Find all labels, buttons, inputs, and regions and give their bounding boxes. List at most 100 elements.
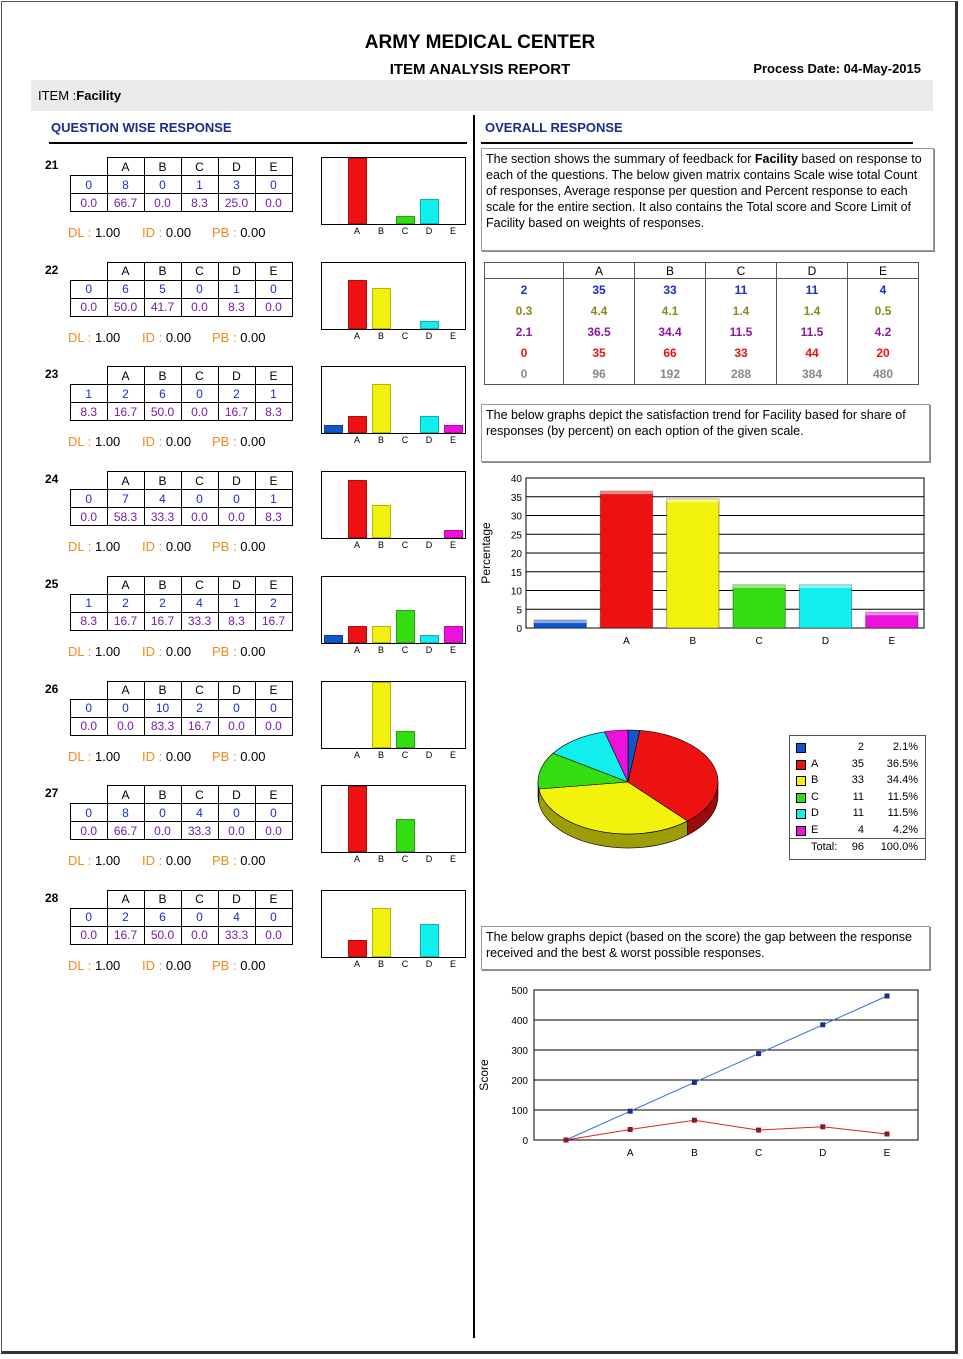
option-count: 0 (180, 489, 219, 509)
dl-stat: DL : 1.00 (68, 330, 120, 345)
y-tick-label: 300 (511, 1046, 528, 1057)
item-label: ITEM : (38, 88, 77, 103)
option-count: 1 (254, 384, 293, 404)
id-stat: ID : 0.00 (142, 434, 191, 449)
y-tick-label: 25 (511, 530, 523, 541)
option-percent: 0.0 (254, 716, 293, 736)
option-percent: 0.0 (217, 821, 256, 841)
pie-slice-A (627, 730, 719, 822)
question-bar-chart (321, 680, 466, 749)
pb-label: PB (212, 643, 230, 659)
option-percent: 8.3 (217, 611, 256, 631)
matrix-cell: 288 (705, 363, 777, 385)
option-count: 0 (180, 384, 219, 404)
line-point (820, 1124, 826, 1130)
stat-separator: : (84, 329, 95, 345)
matrix-cell: 20 (847, 342, 919, 363)
legend-total-percent: 100.0% (880, 841, 918, 853)
question-bar-chart (321, 575, 466, 644)
bar-D (420, 634, 439, 643)
y-tick-label: 400 (511, 1016, 528, 1027)
process-date-label: Process Date: (753, 61, 841, 76)
id-stat: ID : 0.00 (142, 644, 191, 659)
option-header: E (254, 366, 293, 386)
x-tick-label: C (756, 636, 763, 647)
x-tick-label: D (819, 1148, 826, 1159)
blank-percent: 8.3 (70, 402, 108, 422)
dl-stat: DL : 1.00 (68, 749, 120, 764)
line-point (563, 1137, 569, 1143)
header-blank-cell (70, 471, 108, 490)
blank-count: 0 (70, 175, 108, 194)
bar-A (348, 786, 367, 853)
matrix-cell: 35 (563, 278, 635, 300)
axis-label: D (425, 749, 433, 760)
question-bar-chart (321, 471, 466, 540)
question-bar-chart (321, 889, 466, 958)
option-header: B (143, 157, 182, 176)
matrix-header: B (634, 262, 706, 279)
option-count: 0 (254, 907, 293, 927)
option-header: E (254, 889, 293, 909)
axis-label: D (425, 330, 433, 341)
option-header: D (217, 680, 256, 700)
matrix-cell: 2.1 (484, 321, 564, 342)
pb-stat: PB : 0.00 (212, 749, 266, 764)
bar-D (420, 199, 439, 224)
header-blank-cell (70, 262, 108, 281)
id-stat: ID : 0.00 (142, 853, 191, 868)
option-percent: 33.3 (217, 925, 256, 945)
bar-highlight (534, 620, 587, 624)
pb-stat: PB : 0.00 (212, 539, 266, 554)
x-tick-label: C (755, 1148, 762, 1159)
id-value: 0.00 (165, 853, 192, 869)
option-header: D (217, 261, 256, 281)
legend-row: E 4 4.2% (796, 824, 918, 838)
question-bar-chart (321, 785, 466, 854)
blank-percent: 0.0 (70, 193, 108, 212)
legend-row: C 11 11.5% (796, 791, 918, 805)
dl-label: DL (68, 539, 85, 555)
option-header: A (106, 575, 145, 595)
axis-label: C (401, 226, 409, 236)
matrix-cell: 0 (484, 363, 564, 385)
bar-D (420, 416, 439, 434)
bar-blank (324, 634, 343, 643)
blank-count: 0 (70, 279, 108, 299)
option-count: 6 (106, 279, 145, 299)
y-tick-label: 0 (516, 624, 522, 635)
option-count: 0 (254, 279, 293, 299)
option-count: 2 (254, 593, 293, 613)
matrix-cell: 4.1 (634, 300, 706, 321)
option-header: C (180, 366, 219, 386)
line-point (820, 1022, 826, 1028)
option-count: 6 (143, 907, 182, 927)
line-series-1 (565, 995, 888, 1141)
matrix-cell: 1.4 (776, 300, 848, 321)
matrix-cell: 192 (634, 363, 706, 385)
option-count: 0 (254, 803, 293, 823)
matrix-header (484, 262, 564, 279)
legend-count: 4 (857, 823, 864, 836)
overall-bar-chart: Percentage 0 5 10 15 20 25 30 35 40 A B C D E (479, 474, 925, 647)
option-percent: 50.0 (143, 402, 182, 422)
legend-swatch (796, 792, 806, 803)
question-number: 23 (45, 367, 59, 382)
id-label: ID (142, 957, 155, 973)
pb-value: 0.00 (240, 748, 266, 764)
legend-row: 2 2.1% (796, 741, 918, 755)
option-header: E (254, 680, 293, 700)
bar-B (372, 907, 391, 957)
legend-count: 2 (857, 741, 864, 753)
question-number: 24 (45, 472, 59, 487)
option-count: 2 (106, 907, 145, 927)
bar-B (372, 681, 391, 748)
option-header: E (254, 575, 293, 595)
dl-label: DL (68, 225, 85, 240)
dl-stat: DL : 1.00 (68, 225, 120, 240)
question-number: 26 (45, 681, 59, 696)
stat-separator: : (84, 539, 95, 555)
axis-label: A (353, 958, 360, 969)
option-percent: 50.0 (106, 297, 145, 317)
y-tick-label: 100 (511, 1106, 528, 1117)
